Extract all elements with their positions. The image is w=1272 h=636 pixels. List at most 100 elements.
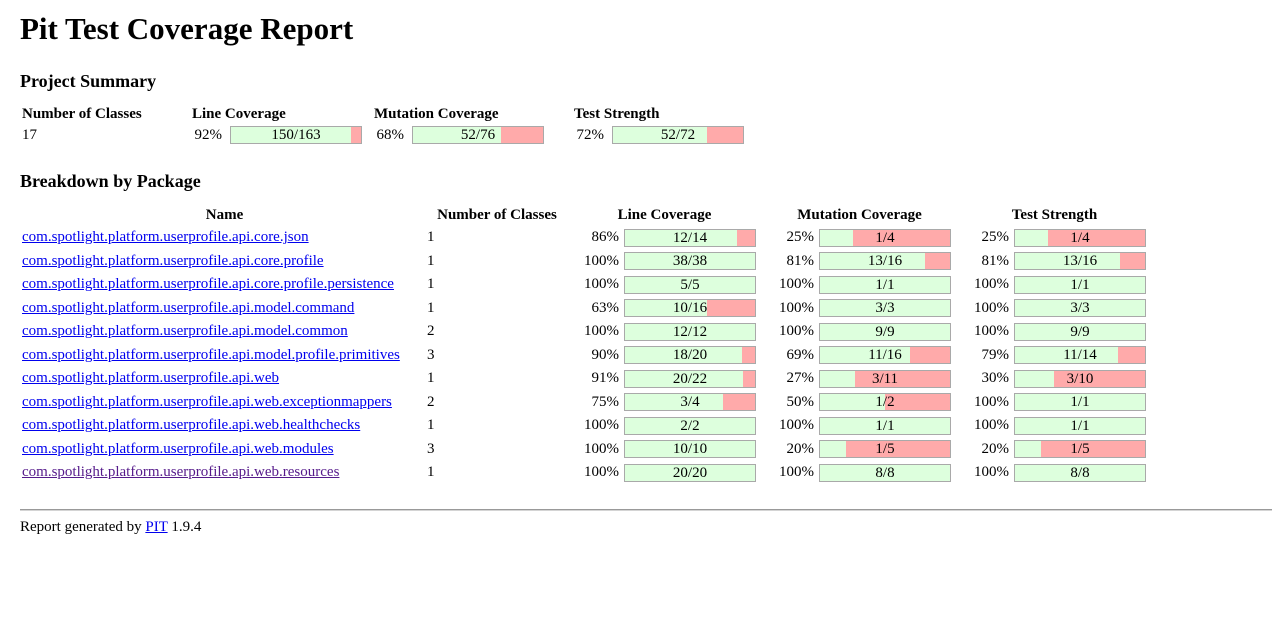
package-mutation-pct: 50% (786, 393, 815, 410)
package-strength-bar: 1/1 (1014, 393, 1146, 412)
package-link[interactable]: com.spotlight.platform.userprofile.api.w… (22, 440, 334, 457)
package-strength-bar: 11/14 (1014, 346, 1146, 365)
package-link[interactable]: com.spotlight.platform.userprofile.api.c… (22, 229, 309, 246)
package-line-bar-fill (625, 229, 737, 246)
package-strength-bar-fill (1015, 323, 1145, 340)
package-line-bar: 2/2 (624, 416, 756, 435)
package-line-ratio: 3/4 (680, 394, 700, 411)
summary-strength-bar: 52/72 (612, 126, 744, 144)
package-class-count: 1 (427, 276, 435, 293)
package-strength-ratio: 13/16 (1062, 253, 1098, 270)
package-strength-bar-fill (1015, 253, 1121, 270)
package-mutation-pct: 100% (779, 299, 814, 316)
package-strength-pct: 25% (981, 229, 1010, 246)
summary-mutation-bar: 52/76 (412, 126, 544, 144)
package-line-bar: 5/5 (624, 275, 756, 294)
summary-row: 17 92% 150/163 68% 52/76 72% (22, 124, 744, 146)
package-strength-bar: 3/3 (1014, 299, 1146, 318)
package-class-count: 3 (427, 346, 435, 363)
package-line-pct: 75% (591, 393, 620, 410)
package-strength-pct: 20% (981, 440, 1010, 457)
package-mutation-ratio: 1/1 (875, 417, 895, 434)
package-mutation-ratio: 1/1 (875, 276, 895, 293)
package-mutation-bar: 11/16 (819, 346, 951, 365)
package-line-pct: 100% (584, 276, 619, 293)
package-mutation-pct: 100% (779, 323, 814, 340)
package-mutation-bar: 1/5 (819, 440, 951, 459)
package-mutation-bar: 3/3 (819, 299, 951, 318)
package-strength-ratio: 3/3 (1070, 300, 1090, 317)
package-mutation-pct: 100% (779, 464, 814, 481)
pit-link[interactable]: PIT (145, 518, 168, 535)
package-strength-ratio: 11/14 (1063, 347, 1097, 364)
package-strength-ratio: 1/1 (1070, 417, 1090, 434)
summary-mutation-bar-fill (413, 127, 502, 143)
package-mutation-pct: 20% (786, 440, 815, 457)
package-mutation-bar: 1/1 (819, 416, 951, 435)
report-page: Pit Test Coverage Report Project Summary… (20, 11, 1272, 535)
package-header-classes: Number of Classes (437, 206, 557, 223)
package-strength-ratio: 1/4 (1070, 229, 1090, 246)
package-line-bar-fill (625, 370, 744, 387)
package-mutation-pct: 27% (786, 370, 815, 387)
package-line-bar: 12/12 (624, 322, 756, 341)
package-line-bar: 38/38 (624, 252, 756, 271)
package-strength-pct: 81% (981, 252, 1010, 269)
package-strength-bar: 1/1 (1014, 275, 1146, 294)
summary-strength-bar-fill (613, 127, 707, 143)
summary-header-line: Line Coverage (192, 105, 286, 122)
package-strength-pct: 100% (974, 299, 1009, 316)
package-strength-bar: 1/4 (1014, 228, 1146, 247)
package-strength-pct: 30% (981, 370, 1010, 387)
package-row: com.spotlight.platform.userprofile.api.m… (22, 297, 1152, 321)
footer-version: 1.9.4 (171, 518, 202, 535)
package-class-count: 1 (427, 229, 435, 246)
package-mutation-bar: 8/8 (819, 463, 951, 482)
summary-header-row: Number of Classes Line Coverage Mutation… (22, 104, 744, 124)
package-mutation-bar-fill (820, 370, 856, 387)
package-line-ratio: 10/10 (672, 441, 708, 458)
summary-header-mutation: Mutation Coverage (374, 105, 499, 122)
package-link[interactable]: com.spotlight.platform.userprofile.api.m… (22, 346, 400, 363)
package-mutation-ratio: 9/9 (875, 323, 895, 340)
package-link[interactable]: com.spotlight.platform.userprofile.api.w… (22, 464, 340, 481)
package-line-ratio: 38/38 (672, 253, 708, 270)
package-mutation-pct: 69% (786, 346, 815, 363)
package-line-bar-fill (625, 300, 707, 317)
package-mutation-ratio: 3/3 (875, 300, 895, 317)
package-link[interactable]: com.spotlight.platform.userprofile.api.w… (22, 417, 361, 434)
package-link[interactable]: com.spotlight.platform.userprofile.api.m… (22, 299, 355, 316)
package-strength-bar: 3/10 (1014, 369, 1146, 388)
package-line-bar-fill (625, 347, 742, 364)
package-strength-pct: 79% (981, 346, 1010, 363)
package-class-count: 1 (427, 464, 435, 481)
package-strength-bar-fill (1015, 347, 1118, 364)
package-link[interactable]: com.spotlight.platform.userprofile.api.w… (22, 370, 280, 387)
package-strength-pct: 100% (974, 323, 1009, 340)
package-line-bar: 10/16 (624, 299, 756, 318)
package-strength-bar-fill (1015, 276, 1145, 293)
package-strength-pct: 100% (974, 276, 1009, 293)
package-line-pct: 63% (591, 299, 620, 316)
package-line-ratio: 20/22 (672, 370, 708, 387)
package-line-bar: 3/4 (624, 393, 756, 412)
package-line-pct: 90% (591, 346, 620, 363)
package-strength-ratio: 1/5 (1070, 441, 1090, 458)
package-line-pct: 100% (584, 252, 619, 269)
package-link[interactable]: com.spotlight.platform.userprofile.api.w… (22, 393, 392, 410)
package-mutation-bar-fill (820, 323, 950, 340)
package-mutation-pct: 100% (779, 417, 814, 434)
package-mutation-bar-fill (820, 441, 846, 458)
summary-line-pct: 92% (194, 126, 223, 143)
package-link[interactable]: com.spotlight.platform.userprofile.api.c… (22, 252, 324, 269)
package-line-bar: 20/22 (624, 369, 756, 388)
package-class-count: 2 (427, 323, 435, 340)
package-mutation-ratio: 3/11 (871, 370, 899, 387)
package-link[interactable]: com.spotlight.platform.userprofile.api.m… (22, 323, 348, 340)
package-line-bar-fill (625, 394, 723, 411)
package-line-pct: 100% (584, 440, 619, 457)
summary-classes: 17 (22, 126, 37, 143)
package-link[interactable]: com.spotlight.platform.userprofile.api.c… (22, 276, 394, 293)
package-mutation-pct: 81% (786, 252, 815, 269)
package-strength-bar-fill (1015, 464, 1145, 481)
